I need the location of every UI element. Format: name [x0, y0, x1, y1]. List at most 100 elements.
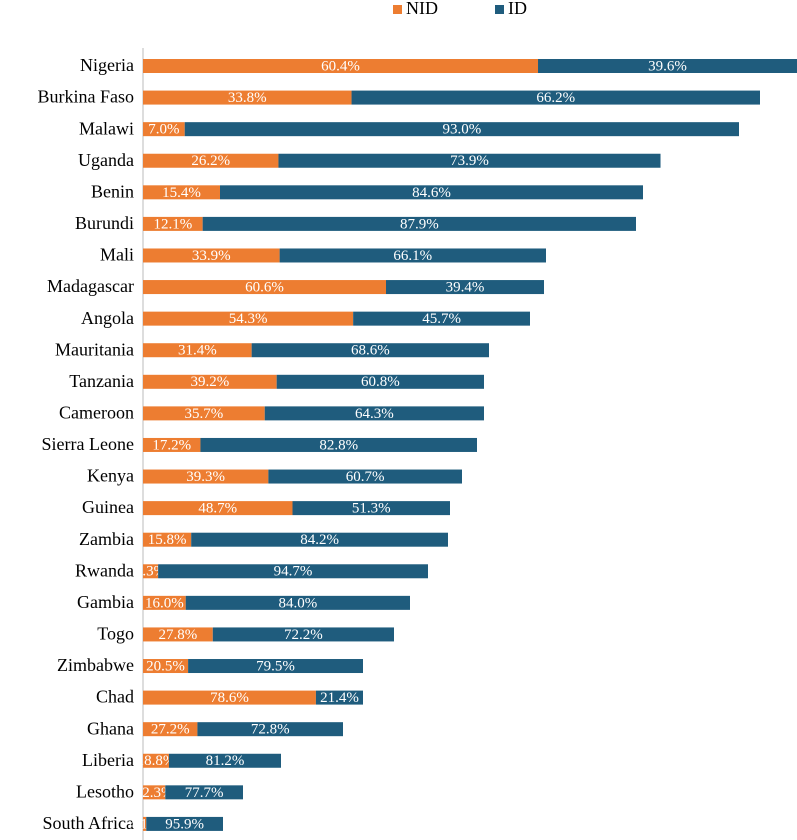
bar-segment: [165, 785, 243, 800]
category-label: Sierra Leone: [42, 434, 134, 454]
value-label: 84.6%: [412, 185, 451, 201]
bar-segment: [143, 90, 352, 105]
bar-segment: [143, 469, 269, 484]
bar-segment: [268, 469, 462, 484]
bar-segment: [200, 437, 477, 452]
value-label: 18.8%: [137, 753, 176, 769]
legend-label: NID: [406, 0, 438, 18]
value-label: 33.8%: [228, 90, 267, 106]
bar-segment: [212, 627, 394, 642]
bar-segment: [143, 595, 186, 610]
bar-segment: [184, 122, 740, 137]
bar-segment: [143, 216, 203, 231]
value-label: 72.2%: [284, 627, 323, 643]
bar-segment: [264, 406, 484, 421]
bar-segment: [143, 532, 192, 547]
value-label: 79.5%: [256, 658, 295, 674]
category-label: Togo: [97, 624, 134, 644]
category-label: Mauritania: [55, 339, 134, 359]
category-label: Kenya: [87, 466, 134, 486]
bar-segment: [220, 185, 643, 200]
category-label: Burkina Faso: [38, 87, 135, 107]
bar-segment: [143, 280, 387, 295]
bar-segment: [538, 59, 797, 73]
legend-swatch: [393, 5, 402, 14]
bar-segment: [202, 216, 636, 231]
value-label: 33.9%: [192, 248, 231, 264]
value-label: 66.1%: [393, 248, 432, 264]
category-label: Burundi: [75, 213, 134, 233]
value-label: 82.8%: [319, 437, 358, 453]
value-label: 51.3%: [352, 501, 391, 517]
bar-segment: [351, 90, 760, 105]
bar-segment: [279, 248, 546, 263]
category-label: Liberia: [82, 750, 134, 770]
bar-segment: [276, 374, 484, 389]
value-label: 84.0%: [278, 595, 317, 611]
legend-swatch: [495, 5, 504, 14]
bar-segment: [185, 595, 410, 610]
value-label: 78.6%: [210, 690, 249, 706]
value-label: 54.3%: [229, 311, 268, 327]
value-label: 27.2%: [151, 722, 190, 738]
bar-segment: [292, 501, 450, 516]
value-label: 68.6%: [351, 343, 390, 359]
bar-segment: [143, 785, 166, 800]
category-label: Ghana: [87, 718, 134, 738]
bar-segment: [143, 374, 277, 389]
category-label: Rwanda: [75, 560, 134, 580]
value-label: 66.2%: [536, 90, 575, 106]
bar-segment: [143, 406, 265, 421]
category-label: Guinea: [82, 497, 134, 517]
category-label: Angola: [81, 308, 134, 328]
value-label: 15.4%: [162, 185, 201, 201]
bar-segment: [158, 564, 429, 579]
value-label: 60.6%: [245, 279, 284, 295]
value-label: 7.0%: [148, 122, 179, 138]
value-label: 39.2%: [190, 374, 229, 390]
bar-segment: [251, 343, 489, 358]
category-label: Mali: [100, 245, 134, 265]
value-label: 72.8%: [251, 722, 290, 738]
bar-segment: [143, 153, 279, 168]
bar-segment: [143, 564, 159, 579]
category-label: Gambia: [77, 592, 134, 612]
bar-segment: [143, 185, 220, 200]
bar-segment: [168, 753, 281, 768]
value-label: 94.7%: [274, 564, 313, 580]
bar-segment: [143, 627, 213, 642]
bar-segment: [143, 753, 169, 768]
category-label: Zambia: [79, 529, 134, 549]
value-label: 64.3%: [355, 406, 394, 422]
value-label: 81.2%: [206, 753, 245, 769]
value-label: 39.6%: [648, 58, 687, 74]
bar-segment: [143, 248, 280, 263]
bar-segment: [191, 532, 448, 547]
value-label: 22.3%: [135, 785, 174, 801]
legend-label: ID: [508, 0, 527, 18]
bar-segment: [143, 816, 147, 831]
bar-segment: [143, 59, 539, 73]
bar-segment: [143, 122, 185, 137]
bar-segment: [143, 311, 354, 326]
bar-segment: [143, 659, 189, 674]
value-label: 39.4%: [446, 279, 485, 295]
category-label: Tanzania: [69, 371, 134, 391]
bar-segment: [143, 722, 198, 737]
value-label: 16.0%: [145, 595, 184, 611]
category-label: South Africa: [43, 813, 135, 833]
bar-segment: [278, 153, 661, 168]
value-label: 95.9%: [165, 816, 204, 832]
category-label: Madagascar: [47, 276, 134, 296]
value-label: 77.7%: [185, 785, 224, 801]
value-label: 84.2%: [300, 532, 339, 548]
bar-segment: [386, 280, 544, 295]
value-label: 87.9%: [400, 216, 439, 232]
bar-segment: [146, 816, 223, 831]
bar-segment: [188, 659, 363, 674]
value-label: 26.2%: [191, 153, 230, 169]
category-label: Uganda: [78, 150, 134, 170]
bar-segment: [143, 690, 316, 705]
value-label: 27.8%: [159, 627, 198, 643]
